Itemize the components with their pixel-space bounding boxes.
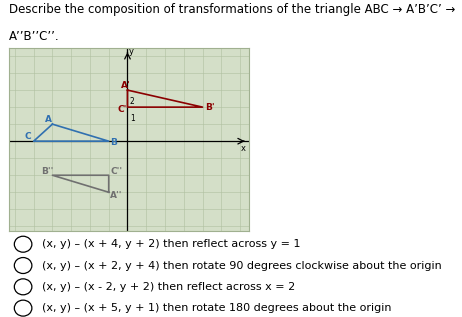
Text: C: C — [24, 133, 31, 141]
Text: C'': C'' — [110, 167, 122, 176]
Text: C': C' — [117, 105, 127, 114]
Text: y: y — [128, 47, 134, 56]
Text: A': A' — [121, 81, 131, 90]
Text: B': B' — [206, 103, 215, 112]
Text: (x, y) – (x + 2, y + 4) then rotate 90 degrees clockwise about the origin: (x, y) – (x + 2, y + 4) then rotate 90 d… — [42, 261, 441, 270]
Text: (x, y) – (x + 5, y + 1) then rotate 180 degrees about the origin: (x, y) – (x + 5, y + 1) then rotate 180 … — [42, 303, 391, 313]
Text: A'': A'' — [109, 191, 122, 200]
Text: B: B — [110, 139, 117, 147]
Text: (x, y) – (x - 2, y + 2) then reflect across x = 2: (x, y) – (x - 2, y + 2) then reflect acr… — [42, 282, 295, 292]
Text: 2: 2 — [130, 97, 134, 106]
Text: 1: 1 — [130, 114, 134, 123]
Text: B'': B'' — [41, 167, 54, 176]
Text: Describe the composition of transformations of the triangle ABC → A’B’C’ →: Describe the composition of transformati… — [9, 3, 456, 16]
Text: x: x — [240, 144, 245, 153]
Text: (x, y) – (x + 4, y + 2) then reflect across y = 1: (x, y) – (x + 4, y + 2) then reflect acr… — [42, 239, 300, 249]
Text: A: A — [45, 115, 52, 124]
Text: A’’B’’C’’.: A’’B’’C’’. — [9, 30, 60, 43]
